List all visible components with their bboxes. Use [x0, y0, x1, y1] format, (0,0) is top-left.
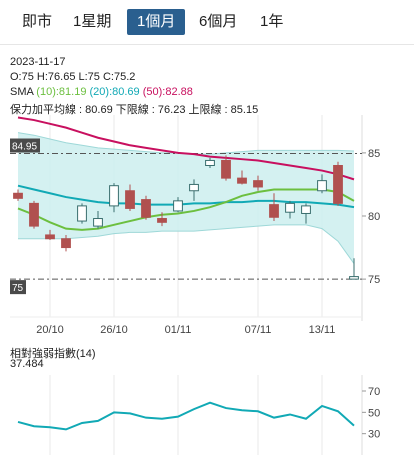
rsi-y-tick-label: 50 [368, 407, 380, 419]
candle [13, 189, 23, 201]
candle-body [141, 199, 151, 218]
candle [253, 175, 263, 191]
candle [221, 155, 231, 181]
x-tick-label: 26/10 [100, 324, 128, 336]
candle-body [253, 180, 263, 188]
rsi-chart[interactable]: 30 50 70 [0, 375, 414, 457]
sma50-line [17, 116, 355, 181]
rsi-current-value: 37.484 [10, 358, 44, 370]
candle [173, 197, 183, 213]
sma10-line [17, 188, 355, 231]
candle [189, 179, 199, 201]
candle [301, 203, 311, 224]
x-tick-label: 01/11 [165, 324, 192, 336]
reference-label-box [10, 280, 26, 295]
candle-body [13, 192, 23, 199]
candle [285, 200, 295, 219]
candle-body [237, 177, 247, 184]
candle [157, 212, 167, 227]
tab-1-week[interactable]: 1星期 [73, 13, 112, 30]
tab-6-months[interactable]: 6個月 [199, 13, 238, 30]
reference-label-text: 84.95 [12, 142, 37, 153]
candle-body [205, 159, 215, 167]
y-tick-label: 75 [368, 274, 380, 286]
candle-body [45, 234, 55, 240]
rsi-title-text: 相對強弱指數 [10, 348, 76, 360]
candle [205, 157, 215, 169]
candle-body [93, 218, 103, 227]
bollinger-band [18, 132, 354, 264]
candle-body [221, 159, 231, 179]
rsi-y-tick-label: 30 [368, 429, 380, 441]
candle-body [173, 200, 183, 212]
period-tabs: 即市 1星期 1個月 6個月 1年 [0, 0, 414, 45]
tab-realtime[interactable]: 即市 [22, 13, 53, 30]
candle-body [301, 205, 311, 214]
y-tick-label: 85 [368, 148, 380, 160]
candle [141, 195, 151, 220]
candle-body [109, 185, 119, 207]
candle [93, 210, 103, 229]
y-tick-label: 80 [368, 211, 380, 223]
info-ohlc: O:75 H:76.65 L:75 C:75.2 [10, 71, 136, 83]
candle-body [77, 205, 87, 222]
candle [317, 174, 327, 194]
candle-body [61, 238, 71, 249]
candle [349, 258, 359, 280]
candle [269, 193, 279, 222]
x-tick-label: 13/11 [309, 324, 336, 336]
price-chart[interactable]: 84.95 75 75 80 85 20/10 26/10 01/11 07/11 13/11 [0, 115, 414, 340]
candle [77, 203, 87, 224]
reference-label: 84.95 [10, 138, 40, 153]
info-sma: SMA (10):81.19 (20):80.69 (50):82.88 [10, 86, 193, 98]
rsi-title: 相對強弱指數(14) [10, 345, 96, 361]
candle [61, 234, 71, 252]
sma10-value: (10):81.19 [36, 86, 87, 98]
rsi-line [17, 401, 355, 431]
candle [45, 229, 55, 240]
candle-body [333, 165, 343, 204]
info-bollinger: 保力加平均線 : 80.69 下限線 : 76.23 上限線 : 85.15 [10, 104, 259, 116]
candle-body [189, 183, 199, 192]
candle-body [317, 180, 327, 192]
sma50-value: (50):82.88 [142, 86, 193, 98]
candle [29, 200, 39, 229]
tab-1-month[interactable]: 1個月 [127, 9, 186, 35]
candle-body [125, 190, 135, 209]
tab-1-year[interactable]: 1年 [260, 13, 284, 30]
sma20-value: (20):80.69 [89, 86, 140, 98]
sma-label: SMA [10, 86, 34, 98]
candle-body [29, 202, 39, 227]
rsi-y-tick-label: 70 [368, 386, 380, 398]
rsi-period: (14) [76, 348, 96, 360]
candle [125, 184, 135, 211]
candle [237, 170, 247, 185]
candle-body [349, 276, 359, 280]
reference-label-box [10, 138, 40, 153]
sma20-line [17, 184, 355, 209]
reference-label: 75 [10, 280, 26, 295]
info-date: 2023-11-17 [10, 56, 66, 68]
candle-body [285, 202, 295, 213]
candle-body [157, 218, 167, 223]
x-tick-label: 20/10 [36, 324, 64, 336]
bollinger-lower-line [18, 224, 355, 264]
candle-body [269, 204, 279, 218]
candle [333, 161, 343, 206]
x-tick-label: 07/11 [245, 324, 272, 336]
reference-label-text: 75 [12, 283, 24, 294]
candle [109, 183, 119, 213]
